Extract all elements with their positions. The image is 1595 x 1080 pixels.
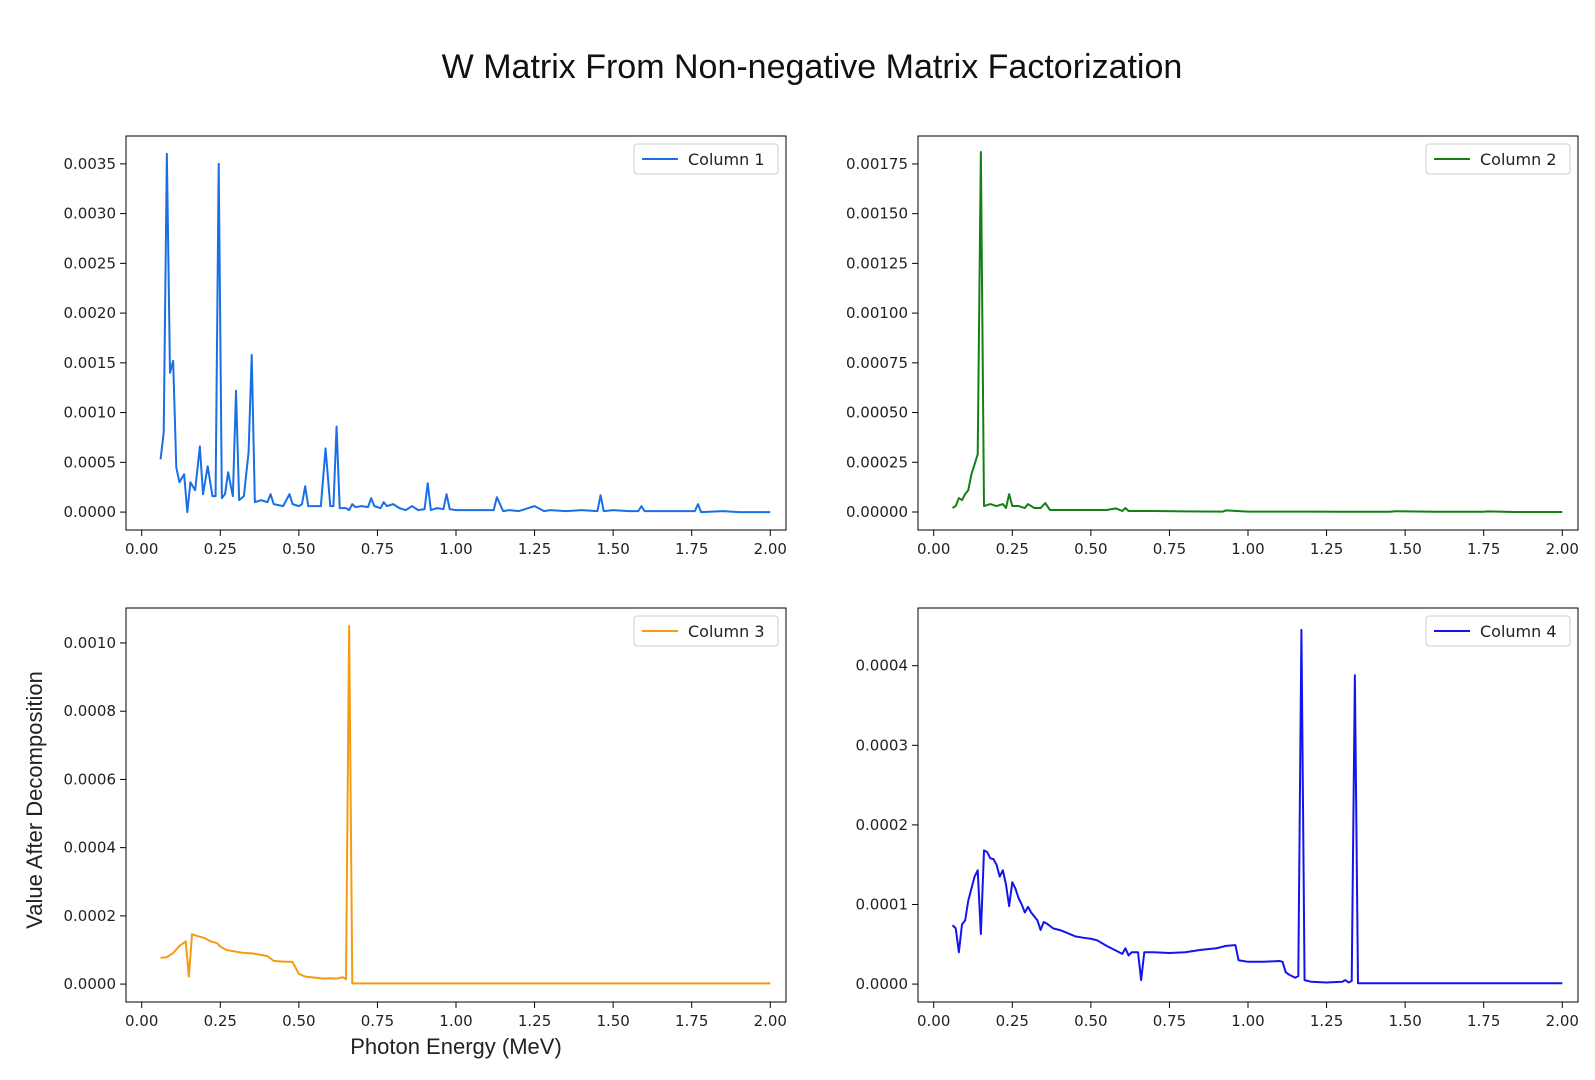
axes-frame [125, 607, 787, 1003]
series-line-2 [952, 151, 1563, 513]
x-tick-label: 1.50 [1388, 540, 1421, 558]
legend-label: Column 1 [688, 150, 765, 169]
y-tick-label: 0.0000 [64, 503, 117, 521]
x-tick-label: 1.00 [1231, 540, 1264, 558]
x-tick-label: 0.50 [282, 540, 315, 558]
y-tick-label: 0.00175 [846, 155, 908, 173]
x-tick-label: 0.25 [996, 1012, 1029, 1030]
legend-label: Column 2 [1480, 150, 1557, 169]
subplot-1: 0.00 0.25 0.50 0.75 1.00 1.25 1.50 1.75 2.00 0.00… [64, 135, 787, 558]
x-tick-label: 0.00 [917, 1012, 950, 1030]
y-tick-label: 0.0030 [64, 205, 117, 223]
legend-frame [633, 615, 779, 647]
series-line-4 [951, 628, 1563, 985]
y-tick-label: 0.0035 [64, 155, 117, 173]
y-tick-label: 0.0010 [64, 634, 117, 652]
y-tick-label: 0.0025 [64, 254, 117, 272]
y-tick-label: 0.0020 [64, 304, 117, 322]
y-tick-label: 0.0000 [64, 975, 117, 993]
x-tick-label: 1.00 [1231, 1012, 1264, 1030]
x-tick-label: 1.25 [1310, 540, 1343, 558]
x-tick-label: 0.75 [1153, 540, 1186, 558]
y-tick-label: 0.00100 [846, 304, 908, 322]
subplot-2: 0.00 0.25 0.50 0.75 1.00 1.25 1.50 1.75 2.00 0.00… [846, 135, 1579, 558]
axes-frame [125, 135, 787, 531]
x-tick-label: 1.25 [518, 540, 551, 558]
axes-frame [917, 135, 1579, 531]
y-tick-label: 0.0005 [64, 453, 117, 471]
x-axis-label: Photon Energy (MeV) [350, 1034, 562, 1059]
x-tick-label: 1.00 [439, 1012, 472, 1030]
subplot-grid: 0.00 0.25 0.50 0.75 1.00 1.25 1.50 1.75 2.00 0.00… [64, 135, 1579, 1030]
x-tick-label: 1.25 [1310, 1012, 1343, 1030]
y-tick-label: 0.0008 [64, 702, 117, 720]
y-tick-label: 0.0004 [856, 657, 909, 675]
series-line-1 [159, 152, 771, 514]
x-tick-label: 0.50 [1074, 540, 1107, 558]
y-tick-label: 0.0002 [856, 816, 909, 834]
x-tick-label: 0.25 [204, 1012, 237, 1030]
legend: Column 1 [633, 143, 779, 175]
x-tick-label: 1.75 [675, 1012, 708, 1030]
subplot-3: 0.00 0.25 0.50 0.75 1.00 1.25 1.50 1.75 2.00 0.00… [64, 607, 787, 1030]
legend-frame [1425, 143, 1571, 175]
x-tick-label: 1.75 [1467, 540, 1500, 558]
x-tick-label: 0.00 [917, 540, 950, 558]
x-tick-label: 2.00 [1546, 540, 1579, 558]
x-tick-label: 0.00 [125, 1012, 158, 1030]
x-tick-label: 0.25 [996, 540, 1029, 558]
y-tick-label: 0.00025 [846, 453, 908, 471]
x-tick-label: 1.75 [675, 540, 708, 558]
y-tick-label: 0.0002 [64, 907, 117, 925]
y-tick-label: 0.00075 [846, 354, 908, 372]
y-tick-label: 0.0006 [64, 770, 117, 788]
x-tick-label: 0.50 [282, 1012, 315, 1030]
x-tick-label: 1.50 [596, 540, 629, 558]
y-tick-label: 0.0004 [64, 839, 117, 857]
legend: Column 2 [1425, 143, 1571, 175]
legend-label: Column 3 [688, 622, 765, 641]
x-tick-label: 1.75 [1467, 1012, 1500, 1030]
x-tick-label: 0.75 [361, 1012, 394, 1030]
legend-frame [1425, 615, 1571, 647]
legend-frame [633, 143, 779, 175]
figure-title: W Matrix From Non-negative Matrix Factor… [442, 48, 1183, 86]
x-tick-label: 1.50 [596, 1012, 629, 1030]
legend-label: Column 4 [1480, 622, 1557, 641]
series-line-3 [160, 624, 771, 985]
y-tick-label: 0.00000 [846, 503, 908, 521]
legend: Column 4 [1425, 615, 1571, 647]
y-tick-label: 0.00150 [846, 205, 908, 223]
y-tick-label: 0.0001 [856, 895, 909, 913]
y-axis-label: Value After Decomposition [22, 671, 47, 929]
x-tick-label: 2.00 [754, 1012, 787, 1030]
x-tick-label: 0.50 [1074, 1012, 1107, 1030]
x-tick-label: 0.25 [204, 540, 237, 558]
x-tick-label: 0.00 [125, 540, 158, 558]
x-tick-label: 2.00 [1546, 1012, 1579, 1030]
subplot-4: 0.00 0.25 0.50 0.75 1.00 1.25 1.50 1.75 2.00 0.00… [856, 607, 1579, 1030]
axes-frame [917, 607, 1579, 1003]
legend: Column 3 [633, 615, 779, 647]
x-tick-label: 0.75 [361, 540, 394, 558]
y-tick-label: 0.0010 [64, 404, 117, 422]
y-tick-label: 0.0015 [64, 354, 117, 372]
y-tick-label: 0.0000 [856, 975, 909, 993]
x-tick-label: 1.25 [518, 1012, 551, 1030]
y-tick-label: 0.00125 [846, 254, 908, 272]
x-tick-label: 1.50 [1388, 1012, 1421, 1030]
x-tick-label: 2.00 [754, 540, 787, 558]
y-tick-label: 0.0003 [856, 736, 909, 754]
x-tick-label: 0.75 [1153, 1012, 1186, 1030]
x-tick-label: 1.00 [439, 540, 472, 558]
y-tick-label: 0.00050 [846, 404, 908, 422]
